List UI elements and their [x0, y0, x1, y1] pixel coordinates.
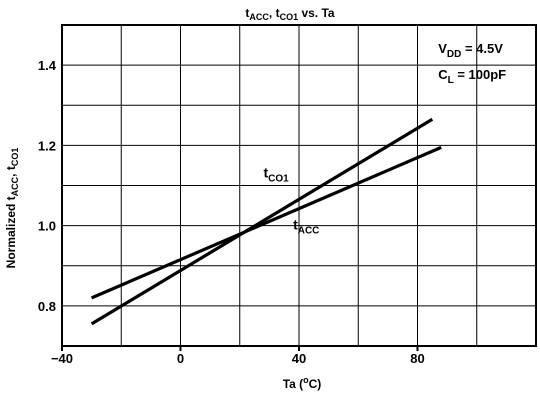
y-tick-label: 1.4	[38, 58, 57, 73]
y-tick-label: 1.0	[38, 219, 56, 234]
x-axis-label: Ta (oC)	[283, 375, 322, 391]
condition-annotation: VDD = 4.5V	[438, 41, 503, 60]
y-axis-label: Normalized tACC, tCO1	[4, 148, 20, 269]
chart-title-part-2: , t	[269, 6, 280, 20]
annotation-subscript: L	[448, 75, 454, 86]
chart-title: tACC, tCO1 vs. Ta	[245, 6, 334, 22]
series-label-sub: CO1	[268, 173, 289, 184]
x-tick-label: −40	[51, 351, 73, 366]
chart-title-part-2-sub: CO1	[280, 12, 299, 22]
series-label-main: t	[293, 217, 298, 233]
series-label-main: t	[263, 164, 268, 180]
x-tick-label: 0	[177, 351, 184, 366]
annotation-value: = 100pF	[454, 67, 506, 82]
chart-title-part-3: vs. Ta	[298, 6, 335, 20]
x-axis-label-after: C)	[309, 377, 322, 391]
tick-labels: −40 0 40 80 0.8 1.0 1.2 1.4	[38, 58, 425, 366]
y-axis-label-part-2-sub: CO1	[10, 148, 20, 167]
y-axis-label-part-1-sub: ACC	[10, 176, 20, 196]
chart-title-part-1-sub: ACC	[249, 12, 269, 22]
series-line-tco1	[90, 117, 434, 326]
y-tick-label: 0.8	[38, 299, 56, 314]
grid	[62, 25, 536, 346]
series-label-tacc: tACC	[293, 217, 319, 237]
x-axis-label-before: Ta (	[283, 377, 303, 391]
x-axis-label-sup: o	[303, 375, 309, 385]
series-line-tacc	[90, 145, 442, 300]
series-group	[90, 117, 442, 326]
annotation-symbol: V	[438, 41, 447, 56]
y-axis-label-part-2: , t	[4, 166, 18, 177]
chart-title-part-1: t	[245, 6, 249, 20]
y-axis-label-part-1: Normalized t	[4, 196, 18, 268]
annotation-subscript: DD	[447, 49, 461, 60]
x-tick-label: 80	[410, 351, 424, 366]
series-label-tco1: tCO1	[263, 164, 289, 184]
series-label-sub: ACC	[298, 226, 320, 237]
annotation-value: = 4.5V	[461, 41, 503, 56]
annotations: VDD = 4.5V CL = 100pF	[438, 41, 506, 86]
y-tick-label: 1.2	[38, 138, 56, 153]
condition-annotation: CL = 100pF	[438, 67, 506, 86]
x-tick-label: 40	[292, 351, 306, 366]
annotation-symbol: C	[438, 67, 448, 82]
